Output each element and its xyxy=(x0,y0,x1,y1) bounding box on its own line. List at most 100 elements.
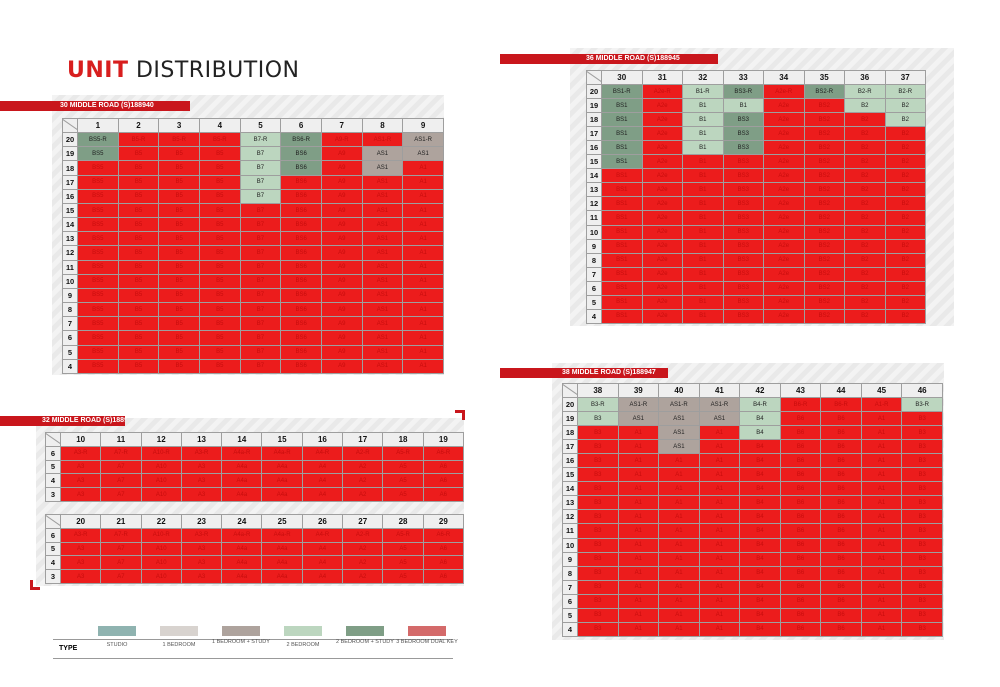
floor-label: 15 xyxy=(62,202,78,219)
floor-label: 3 xyxy=(45,487,61,502)
unit-cell: A4a xyxy=(261,541,303,557)
unit-cell: BS2 xyxy=(803,182,845,198)
unit-cell: B2 xyxy=(844,112,886,128)
unit-cell: A1 xyxy=(860,467,903,483)
floor-row: 18 B3 A1 AS1 A1 B4 B6 B6 A1 B3 xyxy=(562,425,943,441)
unit-cell: B5 xyxy=(117,330,160,346)
unit-cell: B2 xyxy=(884,252,926,268)
unit-cell: A1 xyxy=(658,495,700,511)
unit-cell: B2 xyxy=(844,196,886,212)
unit-cell: A2e xyxy=(763,266,805,282)
unit-cell: B2 xyxy=(884,294,926,310)
unit-cell: A2e xyxy=(641,266,683,282)
unit-cell: A3 xyxy=(180,473,223,489)
unit-cell: B4 xyxy=(739,411,781,427)
unit-cell: BS3 xyxy=(722,238,764,254)
unit-cell: B5 xyxy=(158,245,200,261)
floor-row: 4 A3 A7 A10 A3 A4a A4a A4 A2 A5 A6 xyxy=(45,473,465,489)
unit-cell: A3 xyxy=(59,569,102,584)
floor-label: 6 xyxy=(562,593,578,609)
unit-cell: B6 xyxy=(779,509,822,525)
unit-cell: B1 xyxy=(722,98,764,114)
legend-label: STUDIO xyxy=(106,642,128,648)
unit-cell: B6 xyxy=(820,537,862,553)
unit-cell: A1 xyxy=(658,453,700,469)
unit-cell: B5 xyxy=(117,316,160,332)
legend-swatch xyxy=(284,626,322,636)
unit-cell: B3 xyxy=(577,481,619,497)
unit-cell: B4 xyxy=(739,467,781,483)
unit-cell: B6 xyxy=(820,523,862,539)
unit-cell: A9 xyxy=(320,330,363,346)
unit-cell: A1 xyxy=(698,579,741,595)
floor-row: 5 A3 A7 A10 A3 A4a A4a A4 A2 A5 A6 xyxy=(45,541,465,557)
unit-cell: A10 xyxy=(140,487,182,502)
floor-row: 4 A3 A7 A10 A3 A4a A4a A4 A2 A5 A6 xyxy=(45,555,465,571)
unit-header: 10 xyxy=(59,432,102,447)
unit-cell: A2e xyxy=(641,196,683,212)
unit-cell: B2 xyxy=(844,210,886,226)
unit-cell: B5 xyxy=(117,273,160,289)
floor-row: 14 B3 A1 A1 A1 B4 B6 B6 A1 B3 xyxy=(562,481,943,497)
floor-row: 6 BS1 A2e B1 BS3 A2e BS2 B2 B2 xyxy=(586,280,926,296)
floor-label: 20 xyxy=(586,84,602,100)
unit-cell: A1 xyxy=(402,188,444,204)
unit-cell: B3 xyxy=(577,607,619,623)
unit-cell: B5-R xyxy=(158,132,200,148)
unit-cell: AS1 xyxy=(617,411,660,427)
corner-bracket xyxy=(30,580,40,590)
unit-cell: A1 xyxy=(860,621,903,638)
block-32-heading: 32 MIDDLE ROAD (S)188941 xyxy=(0,416,125,426)
unit-header: 46 xyxy=(901,382,943,399)
unit-cell: B5 xyxy=(117,287,160,304)
unit-cell: B5-R xyxy=(117,132,160,148)
unit-cell: B5-R xyxy=(198,132,241,148)
floor-label: 17 xyxy=(62,174,78,190)
unit-cell: B3 xyxy=(901,411,943,427)
unit-cell: A9 xyxy=(320,202,363,219)
floor-label: 5 xyxy=(45,459,61,475)
floor-row: 12 BS1 A2e B1 BS3 A2e BS2 B2 B2 xyxy=(586,196,926,212)
unit-header: 1 xyxy=(77,117,119,134)
floor-label: 4 xyxy=(62,358,78,375)
unit-cell: AS1 xyxy=(361,174,404,190)
unit-cell: B7 xyxy=(239,316,282,332)
floor-label: 12 xyxy=(586,196,602,212)
unit-cell: B3 xyxy=(577,467,619,483)
unit-header: 26 xyxy=(301,514,344,529)
unit-cell: B5 xyxy=(117,245,160,261)
floor-row: 12 BS5 B5 B5 B5 B7 BS6 A9 AS1 A1 xyxy=(62,245,444,261)
unit-cell: B2 xyxy=(884,182,926,198)
unit-cell: BS3 xyxy=(722,280,764,296)
floor-label: 8 xyxy=(62,302,78,318)
floor-label: 14 xyxy=(562,481,578,497)
unit-cell: B6 xyxy=(820,411,862,427)
floor-label: 14 xyxy=(586,168,602,184)
floor-row: 11 B3 A1 A1 A1 B4 B6 B6 A1 B3 xyxy=(562,523,943,539)
unit-cell: A5 xyxy=(382,473,424,489)
unit-cell: A2 xyxy=(342,541,384,557)
unit-cell: A1 xyxy=(860,509,903,525)
unit-cell: BS3 xyxy=(722,168,764,184)
unit-cell: A9 xyxy=(320,245,363,261)
unit-cell: B2 xyxy=(844,308,886,325)
unit-cell: B3 xyxy=(901,565,943,581)
unit-cell: B6 xyxy=(820,593,862,609)
unit-cell: B5 xyxy=(158,316,200,332)
unit-cell: A1 xyxy=(698,537,741,553)
unit-cell: B2 xyxy=(884,210,926,226)
floor-label: 13 xyxy=(562,495,578,511)
unit-cell: A1 xyxy=(658,523,700,539)
unit-cell: B3 xyxy=(901,481,943,497)
unit-cell: AS1-R xyxy=(361,132,404,148)
unit-cell: B1 xyxy=(682,294,724,310)
unit-cell: B3 xyxy=(901,593,943,609)
floor-label: 9 xyxy=(62,287,78,304)
unit-cell: B7 xyxy=(239,245,282,261)
unit-cell: BS2 xyxy=(803,280,845,296)
floor-label: 6 xyxy=(45,527,61,543)
unit-cell: BS6-R xyxy=(280,132,322,148)
unit-cell: B2 xyxy=(844,238,886,254)
unit-cell: B3 xyxy=(577,523,619,539)
legend-label: 3 BEDROOM DUAL KEY xyxy=(396,639,458,645)
